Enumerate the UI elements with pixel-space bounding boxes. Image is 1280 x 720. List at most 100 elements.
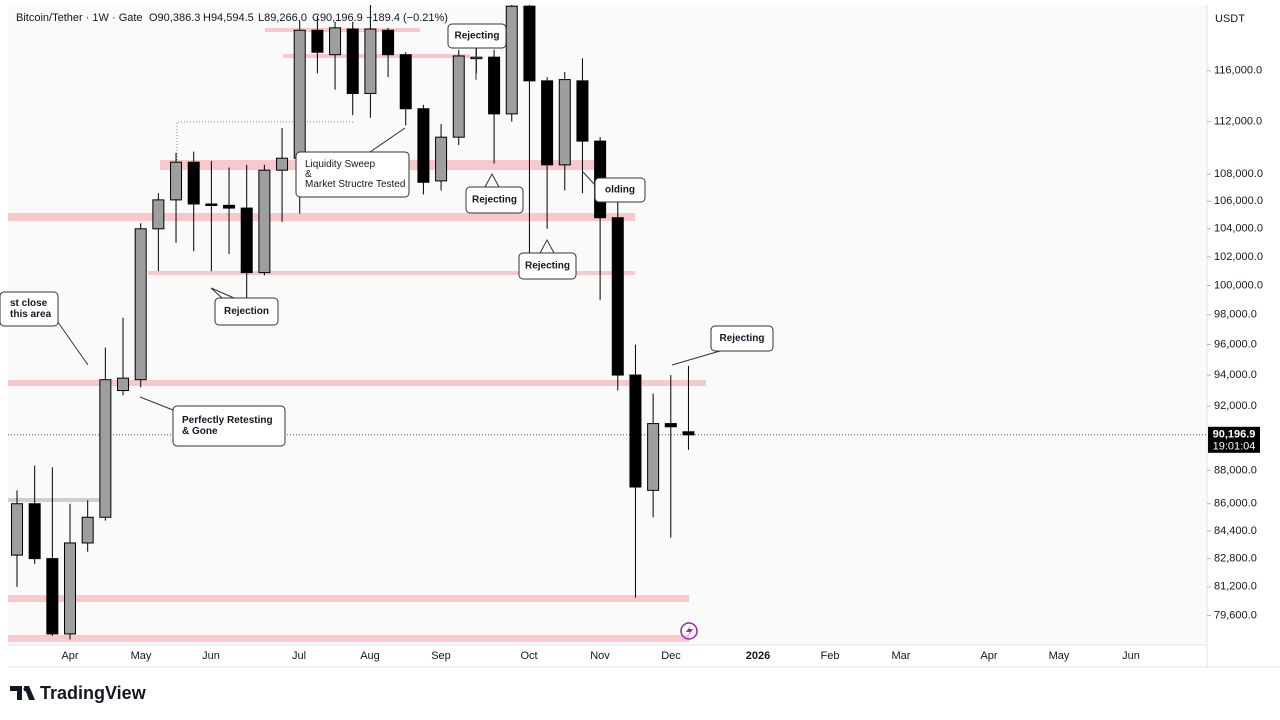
candle-body	[558, 79, 571, 166]
level-zone	[8, 380, 706, 386]
y-tick-label: 104,000.0	[1214, 223, 1263, 235]
y-tick-label: 112,000.0	[1214, 115, 1262, 127]
y-tick-label: 108,000.0	[1214, 168, 1263, 180]
candle-body	[647, 423, 660, 491]
change: −189.4 (−0.21%)	[366, 12, 448, 24]
y-tick-label: 92,000.0	[1214, 400, 1257, 412]
candle-body	[134, 228, 147, 381]
ohlc-close: C90,196.9	[312, 12, 363, 24]
logo-dot	[23, 686, 29, 692]
candle-body	[28, 503, 41, 560]
x-tick-label: Apr	[61, 650, 78, 662]
x-tick-label: May	[1049, 650, 1070, 662]
annotation-text: Rejecting	[472, 195, 517, 206]
annotation-pointer	[582, 171, 596, 186]
annotation: Perfectly Retesting& Gone	[139, 396, 286, 447]
annotation-text: this area	[10, 309, 52, 320]
ohlc-open: O90,386.3	[149, 12, 200, 24]
y-tick-label: 102,000.0	[1214, 251, 1263, 263]
candle-body	[682, 431, 695, 436]
candle-body	[223, 204, 236, 209]
annotation-text: Rejecting	[719, 333, 764, 344]
x-tick-label: Mar	[892, 650, 911, 662]
level-zone	[148, 271, 635, 275]
candle-body	[399, 54, 412, 110]
y-tick-label: 81,200.0	[1214, 581, 1257, 593]
annotation-box	[465, 186, 524, 214]
logo-text: TradingView	[40, 683, 147, 703]
annotation-box	[447, 23, 507, 49]
annotation: Rejection	[210, 287, 279, 326]
annotation-box	[172, 405, 286, 447]
candle-body	[187, 161, 200, 205]
level-zone	[8, 213, 635, 221]
annotation-pointer	[671, 350, 721, 366]
annotation-text: Rejecting	[454, 31, 499, 42]
candle-body	[382, 29, 395, 56]
last-price-box	[1208, 426, 1260, 453]
symbol: Bitcoin/Tether · 1W · Gate	[16, 12, 143, 24]
x-tick-label: Jun	[1122, 650, 1140, 662]
y-tick-label: 82,800.0	[1214, 553, 1257, 565]
candle-body	[11, 503, 23, 556]
candle-body	[417, 108, 430, 183]
x-tick-label: Dec	[661, 650, 681, 662]
y-tick-label: 116,000.0	[1214, 65, 1262, 77]
candle-body	[364, 28, 377, 94]
candle-body	[64, 542, 77, 635]
y-tick-label: 100,000.0	[1214, 279, 1263, 291]
logo: TradingView	[10, 683, 147, 703]
annotation-box	[710, 325, 774, 352]
x-tick-label: 2026	[746, 650, 770, 662]
annotation-pointer	[210, 287, 235, 299]
annotation-text: Rejection	[224, 306, 269, 317]
candle-body	[488, 56, 501, 115]
candle-body	[611, 217, 624, 376]
candle-body	[346, 28, 359, 94]
candle-body	[541, 80, 554, 166]
annotation: Rejecting	[518, 238, 577, 280]
candle-body	[629, 374, 642, 488]
candle-body	[664, 423, 677, 428]
annotation-pointer	[54, 317, 89, 366]
dotted-guide	[176, 121, 353, 160]
annotation-text: Rejecting	[525, 261, 570, 272]
y-tick-label: 94,000.0	[1214, 369, 1257, 381]
annotation-text: st close	[10, 298, 48, 309]
x-tick-label: Jun	[202, 650, 220, 662]
candle-body	[240, 207, 253, 274]
candle-body	[99, 379, 112, 518]
plot-area	[8, 5, 1207, 645]
currency: USDT	[1215, 13, 1245, 25]
event-bolt	[686, 625, 693, 637]
annotation: Rejecting	[465, 172, 524, 214]
candle-body	[81, 516, 94, 544]
annotation-text: Perfectly Retesting	[182, 415, 273, 426]
x-tick-label: Nov	[590, 650, 610, 662]
annotation-box	[518, 252, 577, 280]
level-zone	[8, 595, 689, 602]
annotation-pointer	[139, 396, 179, 413]
candle-body	[205, 203, 218, 206]
annotation-box	[295, 151, 410, 198]
candle-body	[576, 80, 589, 142]
candle-body	[452, 55, 465, 138]
candle-body	[152, 199, 165, 230]
candle-body	[523, 5, 536, 82]
last-price-label: 90,196.9	[1213, 429, 1256, 441]
candle-body	[276, 157, 289, 171]
annotation: olding	[582, 171, 646, 203]
y-tick-label: 98,000.0	[1214, 309, 1257, 321]
level-zone	[8, 635, 689, 642]
event-icon	[680, 622, 698, 640]
x-tick-label: Jul	[292, 650, 306, 662]
x-tick-label: Aug	[360, 650, 380, 662]
x-tick-label: Sep	[431, 650, 451, 662]
annotation-text: Liquidity Sweep	[305, 159, 375, 170]
annotation: Liquidity Sweep&Market Structre Tested	[295, 127, 410, 198]
annotation-text: olding	[605, 185, 635, 196]
logo-mark	[10, 686, 35, 700]
x-tick-label: Feb	[821, 650, 840, 662]
